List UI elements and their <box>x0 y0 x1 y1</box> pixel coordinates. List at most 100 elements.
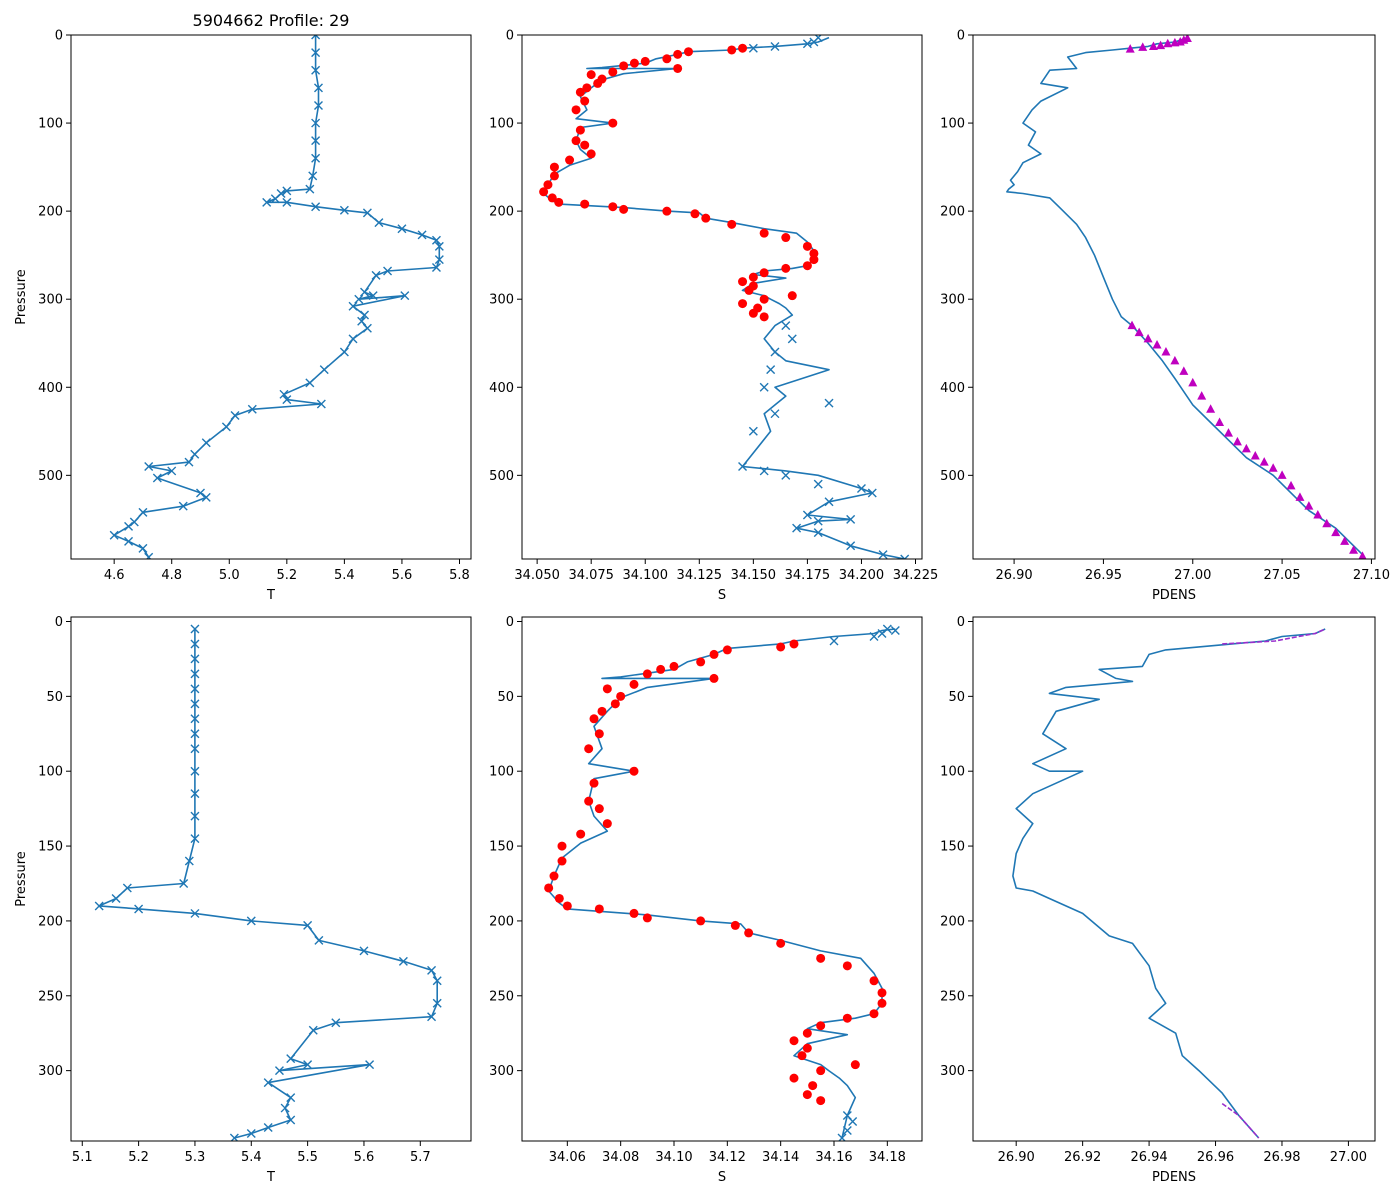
plot-area <box>539 35 910 559</box>
y-tick-label: 300 <box>38 293 63 308</box>
axes-frame <box>521 34 923 560</box>
data-point-circle <box>554 197 564 207</box>
data-point-x-marker <box>230 410 240 420</box>
x-tick-label: 5.6 <box>392 568 413 583</box>
series-t-line <box>98 629 439 1139</box>
y-tick-label: 0 <box>506 29 514 44</box>
data-point-x-marker <box>311 136 321 146</box>
panel-bottom-T: 5.1 5.2 5.3 5.4 5.5 5.6 5.7 0 50 100 150 200 250 300 T… <box>14 615 472 1185</box>
y-tick-label: 200 <box>940 914 965 929</box>
data-point-circle <box>730 920 740 930</box>
data-point-circle <box>781 263 791 273</box>
data-point-x-marker <box>792 523 802 533</box>
data-point-x-marker <box>274 1066 284 1076</box>
data-point-circle <box>802 1028 812 1038</box>
data-point-circle <box>594 729 604 739</box>
series-s-flagged <box>539 43 819 322</box>
axes-frame <box>70 34 472 560</box>
data-point-triangle <box>1349 545 1359 554</box>
data-point-triangle <box>1250 450 1260 460</box>
data-point-triangle <box>1286 480 1296 490</box>
data-point-x-marker <box>270 194 280 204</box>
data-point-circle <box>850 1060 860 1070</box>
x-tick-label: 5.8 <box>449 568 470 583</box>
data-point-triangle <box>1170 355 1180 365</box>
y-tick-label: 150 <box>38 840 63 855</box>
data-point-circle <box>797 1051 807 1061</box>
data-point-triangle <box>1223 428 1233 437</box>
data-point-x-marker <box>427 965 437 975</box>
data-point-circle <box>656 664 666 674</box>
y-tick-label: 250 <box>489 989 514 1004</box>
data-point-x-marker <box>190 699 200 709</box>
x-tick-label: 5.4 <box>241 1150 262 1165</box>
data-point-triangle <box>1127 320 1137 330</box>
data-point-x-marker <box>303 1060 313 1070</box>
x-axis-label: T <box>266 588 275 603</box>
data-point-x-marker <box>286 1115 296 1125</box>
data-point-circle <box>593 78 603 88</box>
x-tick-label: 5.1 <box>72 1150 93 1165</box>
data-point-x-marker <box>867 488 877 498</box>
series-pdens-line <box>1012 628 1326 1139</box>
data-point-x-marker <box>354 294 364 304</box>
data-point-circle <box>589 778 599 788</box>
data-point-x-marker <box>759 466 769 476</box>
y-tick-label: 100 <box>489 117 514 132</box>
series-pdens-flagged-top <box>1222 628 1326 645</box>
data-point-x-marker <box>305 184 315 194</box>
data-point-circle <box>544 883 554 893</box>
y-tick-label: 250 <box>38 989 63 1004</box>
data-point-circle <box>727 219 737 229</box>
data-point-x-marker <box>124 536 134 546</box>
data-point-x-marker <box>311 153 321 163</box>
data-point-triangle <box>1152 339 1162 349</box>
data-point-x-marker <box>770 41 780 51</box>
data-point-circle <box>549 162 559 172</box>
data-point-x-marker <box>190 811 200 821</box>
x-tick-label: 34.075 <box>568 568 614 583</box>
series-t-line <box>113 35 441 558</box>
data-point-x-marker <box>348 334 358 344</box>
panel-bottom-PDENS: 26.90 26.92 26.94 26.96 26.98 27.00 0 50 100 150 2… <box>940 615 1376 1185</box>
data-point-x-marker <box>190 654 200 664</box>
plot-area <box>94 624 442 1141</box>
x-tick-label: 5.2 <box>128 1150 149 1165</box>
x-tick-label: 34.18 <box>869 1150 906 1165</box>
data-point-x-marker <box>371 270 381 280</box>
data-point-x-marker <box>362 208 372 218</box>
y-tick-label: 0 <box>506 615 514 630</box>
x-tick-label: 26.90 <box>995 568 1032 583</box>
data-point-x-marker <box>813 516 823 526</box>
x-tick-label: 34.150 <box>731 568 777 583</box>
data-point-circle <box>738 299 748 309</box>
data-point-circle <box>629 908 639 918</box>
data-point-circle <box>584 796 594 806</box>
data-point-circle <box>842 961 852 971</box>
data-point-x-marker <box>190 789 200 799</box>
data-point-circle <box>816 953 826 963</box>
series-pdens-flagged-deep-line <box>1221 1102 1260 1139</box>
data-point-circle <box>571 136 581 146</box>
x-tick-label: 5.3 <box>185 1150 206 1165</box>
data-point-x-marker <box>138 507 148 517</box>
y-tick-label: 50 <box>46 690 63 705</box>
data-point-circle <box>759 268 769 278</box>
data-point-circle <box>610 699 620 709</box>
series-pdens-flagged-top <box>1125 35 1192 53</box>
x-tick-label: 5.5 <box>297 1150 318 1165</box>
y-tick-label: 0 <box>957 615 965 630</box>
data-point-x-marker <box>144 552 154 559</box>
x-tick-label: 4.6 <box>104 568 125 583</box>
x-axis-label: PDENS <box>1152 588 1196 603</box>
data-point-circle <box>738 277 748 287</box>
data-point-circle <box>642 669 652 679</box>
data-point-x-marker <box>282 197 292 207</box>
data-point-x-marker <box>829 636 839 646</box>
data-point-circle <box>608 67 618 77</box>
data-point-x-marker <box>313 83 323 93</box>
data-point-triangle <box>1143 333 1153 343</box>
data-point-x-marker <box>781 470 791 480</box>
plot-area <box>544 624 900 1141</box>
data-point-x-marker <box>848 1117 858 1127</box>
